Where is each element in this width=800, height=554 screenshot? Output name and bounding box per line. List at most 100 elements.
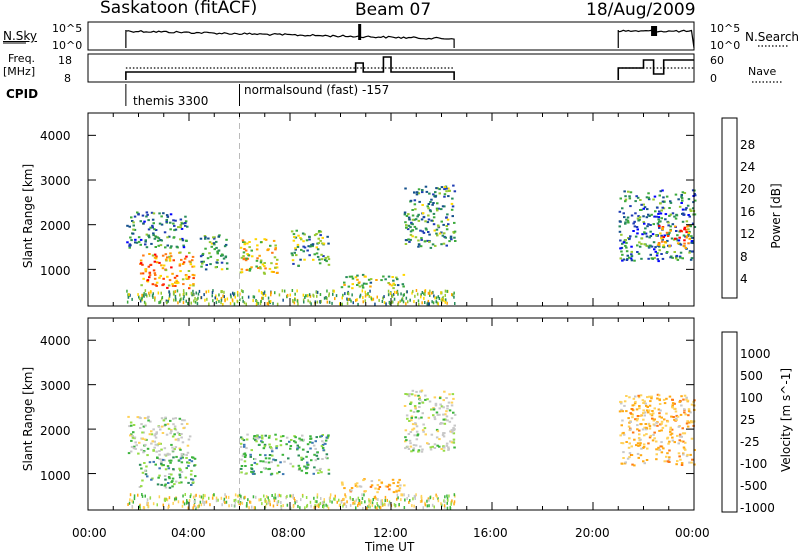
echo-cell <box>256 244 259 247</box>
echo-cell <box>267 436 271 439</box>
echo-cell <box>147 234 151 237</box>
echo-cell <box>226 267 229 270</box>
echo-cell <box>411 291 413 295</box>
echo-cell <box>428 291 431 295</box>
echo-cell <box>453 295 455 299</box>
echo-cell <box>241 454 245 457</box>
echo-cell <box>169 228 172 231</box>
echo-cell <box>188 251 191 254</box>
echo-cell <box>643 462 646 465</box>
echo-cell <box>340 500 343 504</box>
echo-cell <box>690 461 693 464</box>
echo-cell <box>671 212 675 215</box>
echo-cell <box>142 425 146 428</box>
echo-cell <box>689 210 693 212</box>
echo-cell <box>185 239 188 242</box>
panel-background <box>88 113 694 306</box>
echo-cell <box>171 449 175 452</box>
echo-cell <box>646 406 649 408</box>
echo-cell <box>411 214 415 217</box>
echo-cell <box>429 496 431 500</box>
echo-cell <box>676 460 679 463</box>
echo-cell <box>430 433 434 436</box>
echo-cell <box>447 187 450 190</box>
echo-cell <box>406 290 408 294</box>
echo-cell <box>264 267 267 270</box>
echo-cell <box>152 428 155 431</box>
echo-cell <box>250 266 253 269</box>
echo-cell <box>350 487 354 489</box>
echo-cell <box>658 243 661 246</box>
echo-cell <box>657 212 660 215</box>
echo-cell <box>681 220 685 223</box>
echo-cell <box>643 232 647 235</box>
echo-cell <box>619 247 622 250</box>
echo-cell <box>450 429 454 432</box>
echo-cell <box>660 234 663 237</box>
echo-cell <box>324 439 328 442</box>
echo-cell <box>322 255 325 258</box>
echo-cell <box>166 236 169 239</box>
echo-cell <box>407 224 411 227</box>
echo-cell <box>620 442 623 444</box>
echo-cell <box>652 412 655 415</box>
echo-cell <box>242 439 246 442</box>
echo-cell <box>274 291 276 295</box>
echo-cell <box>183 419 186 422</box>
echo-cell <box>674 193 678 196</box>
echo-cell <box>667 224 670 227</box>
echo-cell <box>443 193 447 196</box>
echo-cell <box>653 215 656 218</box>
echo-cell <box>129 493 132 497</box>
echo-cell <box>252 470 255 473</box>
echo-cell <box>361 273 365 276</box>
echo-cell <box>154 296 156 300</box>
echo-cell <box>197 505 199 508</box>
echo-cell <box>421 230 424 233</box>
echo-cell <box>305 466 308 469</box>
echo-cell <box>209 503 211 507</box>
echo-cell <box>414 416 418 419</box>
echo-cell <box>351 277 355 280</box>
echo-cell <box>641 428 645 431</box>
echo-cell <box>321 434 324 436</box>
echo-cell <box>630 245 633 248</box>
echo-cell <box>322 449 325 452</box>
echo-cell <box>367 278 371 281</box>
echo-cell <box>414 208 417 211</box>
echo-cell <box>385 302 387 306</box>
echo-cell <box>386 498 388 502</box>
echo-cell <box>687 410 691 413</box>
echo-cell <box>658 210 661 213</box>
echo-cell <box>321 444 325 446</box>
echo-cell <box>446 289 448 293</box>
echo-cell <box>298 467 301 470</box>
echo-cell <box>264 467 267 470</box>
echo-cell <box>327 472 331 475</box>
echo-cell <box>273 496 275 500</box>
echo-cell <box>153 253 157 256</box>
echo-cell <box>680 462 684 465</box>
echo-cell <box>447 190 451 192</box>
echo-cell <box>420 238 423 241</box>
xtick-1600: 16:00 <box>473 526 508 540</box>
echo-cell <box>137 240 141 243</box>
echo-cell <box>270 293 272 297</box>
echo-cell <box>631 404 634 407</box>
echo-cell <box>296 289 298 293</box>
echo-cell <box>222 303 224 306</box>
echo-cell <box>185 277 188 280</box>
echo-cell <box>245 438 249 441</box>
echo-cell <box>250 468 254 470</box>
echo-cell <box>172 222 175 225</box>
echo-cell <box>393 290 396 294</box>
echo-cell <box>436 430 440 433</box>
echo-cell <box>435 436 439 439</box>
echo-cell <box>180 455 183 458</box>
echo-cell <box>411 209 414 211</box>
echo-cell <box>619 402 623 405</box>
echo-cell <box>431 300 433 304</box>
echo-cell <box>685 231 688 234</box>
echo-cell <box>446 407 449 410</box>
echo-cell <box>254 458 257 461</box>
